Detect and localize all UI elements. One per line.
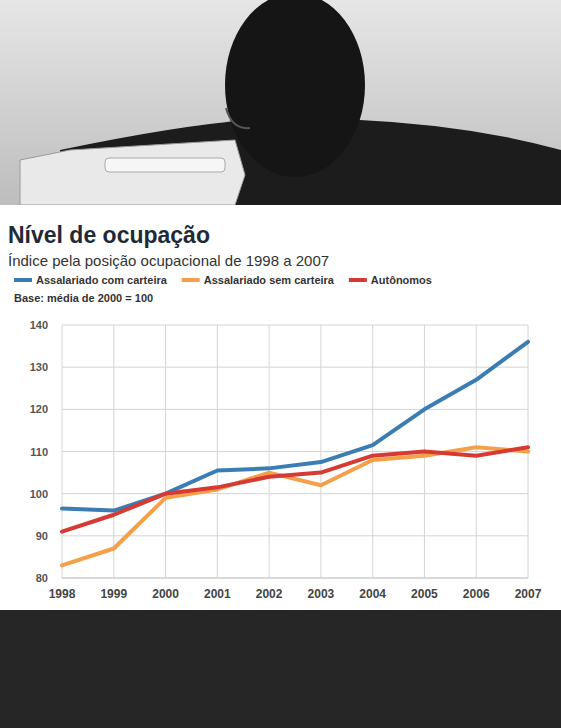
series-line (62, 447, 528, 565)
chart-root: Nível de ocupação Índice pela posição ocu… (0, 0, 561, 728)
y-grid-line (62, 367, 528, 368)
x-grid-line (320, 325, 321, 578)
x-grid-line (269, 325, 270, 578)
y-grid-line (62, 493, 528, 494)
y-grid-line (62, 409, 528, 410)
x-grid-line (217, 325, 218, 578)
series-line (62, 342, 528, 511)
subtitle: Índice pela posição ocupacional de 1998 … (8, 252, 329, 269)
x-tick-label: 2003 (308, 587, 335, 601)
y-tick-label: 140 (30, 319, 48, 331)
x-tick-label: 2001 (204, 587, 231, 601)
x-grid-line (372, 325, 373, 578)
annotation: Base: média de 2000 = 100 (14, 292, 153, 304)
x-tick-label: 2006 (463, 587, 490, 601)
x-tick-label: 1998 (49, 587, 76, 601)
x-tick-label: 2002 (256, 587, 283, 601)
x-tick-label: 1999 (100, 587, 127, 601)
x-tick-label: 2000 (152, 587, 179, 601)
y-grid-line (62, 325, 528, 326)
x-grid-line (165, 325, 166, 578)
desk-object (105, 158, 225, 172)
series-lines (62, 342, 528, 565)
x-axis-line (62, 578, 528, 579)
legend-swatch (182, 278, 200, 282)
title: Nível de ocupação (8, 222, 210, 248)
y-grid-line (62, 578, 528, 579)
x-tick-label: 2007 (515, 587, 542, 601)
silhouette-glasses (226, 108, 250, 128)
x-grid-line (62, 325, 63, 578)
legend: Assalariado com carteira Assalariado sem … (14, 274, 432, 286)
chart-panel (0, 205, 561, 610)
y-tick-label: 130 (30, 361, 48, 373)
y-tick-label: 90 (36, 530, 48, 542)
legend-swatch (14, 278, 32, 282)
legend-label: Autônomos (371, 274, 432, 286)
x-tick-label: 2005 (411, 587, 438, 601)
grid (62, 325, 528, 578)
x-grid-line (476, 325, 477, 578)
y-tick-label: 80 (36, 572, 48, 584)
dark-footer (0, 610, 561, 728)
legend-swatch (349, 278, 367, 282)
x-tick-label: 2004 (359, 587, 386, 601)
legend-label: Assalariado com carteira (36, 274, 168, 286)
desk-object (20, 140, 245, 205)
y-tick-label: 120 (30, 403, 48, 415)
series-line (62, 447, 528, 531)
y-grid-line (62, 535, 528, 536)
silhouette-head (225, 0, 365, 177)
legend-label: Assalariado sem carteira (204, 274, 335, 286)
y-tick-label: 110 (30, 446, 48, 458)
y-tick-label: 100 (30, 488, 48, 500)
x-grid-line (113, 325, 114, 578)
